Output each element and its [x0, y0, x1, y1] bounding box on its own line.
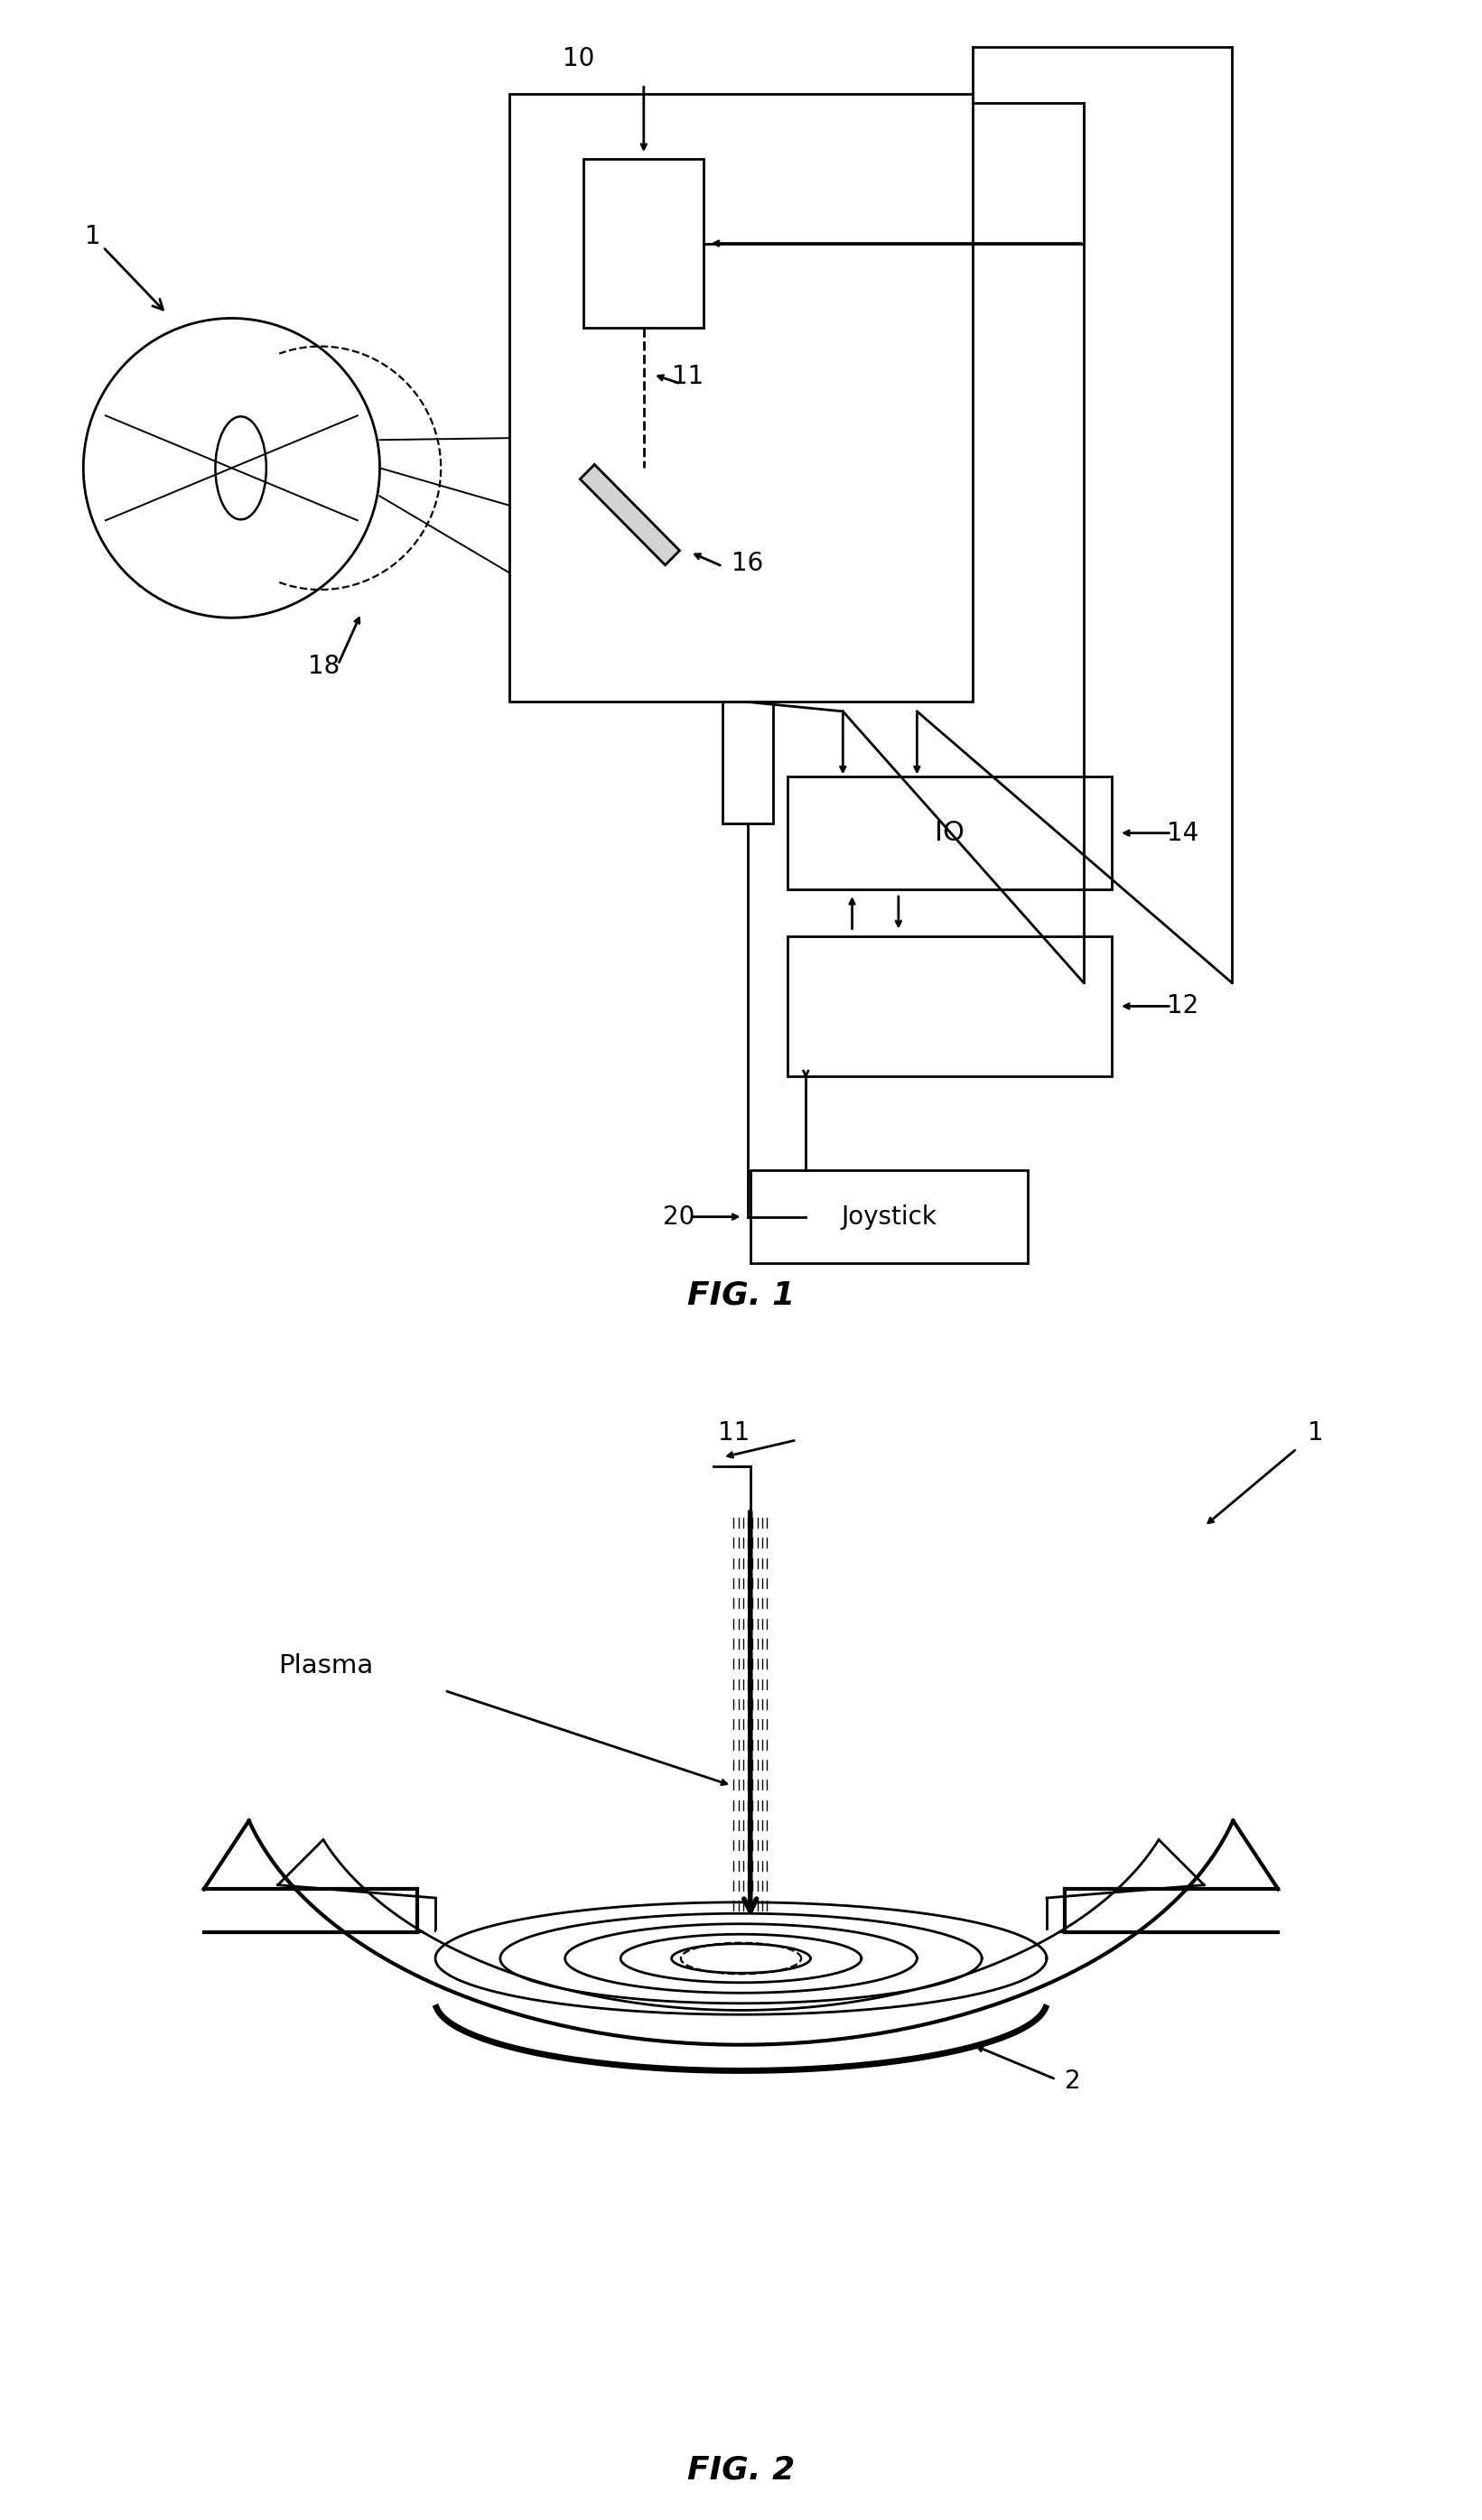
Bar [510, 93, 972, 703]
Text: 18: 18 [308, 655, 339, 680]
Text: 14: 14 [1168, 822, 1199, 847]
Bar [723, 703, 774, 824]
Text: Joystick: Joystick [842, 1205, 937, 1230]
Text: Plasma: Plasma [279, 1653, 373, 1678]
Polygon shape [579, 464, 680, 564]
Bar [787, 935, 1112, 1076]
Text: 11: 11 [717, 1421, 750, 1446]
Text: 12: 12 [1168, 993, 1199, 1018]
Text: 10: 10 [563, 45, 594, 71]
Text: 1: 1 [84, 224, 163, 310]
Text: 1: 1 [1307, 1421, 1323, 1446]
Bar [787, 776, 1112, 890]
Text: 16: 16 [732, 552, 763, 577]
Text: IO: IO [935, 819, 965, 847]
Text: 20: 20 [662, 1205, 695, 1230]
Text: 2: 2 [1066, 2069, 1080, 2094]
Text: FIG. 2: FIG. 2 [688, 2454, 794, 2485]
Bar [584, 159, 704, 328]
Text: FIG. 1: FIG. 1 [688, 1280, 794, 1310]
Bar [750, 1169, 1029, 1263]
Text: 11: 11 [671, 363, 704, 388]
